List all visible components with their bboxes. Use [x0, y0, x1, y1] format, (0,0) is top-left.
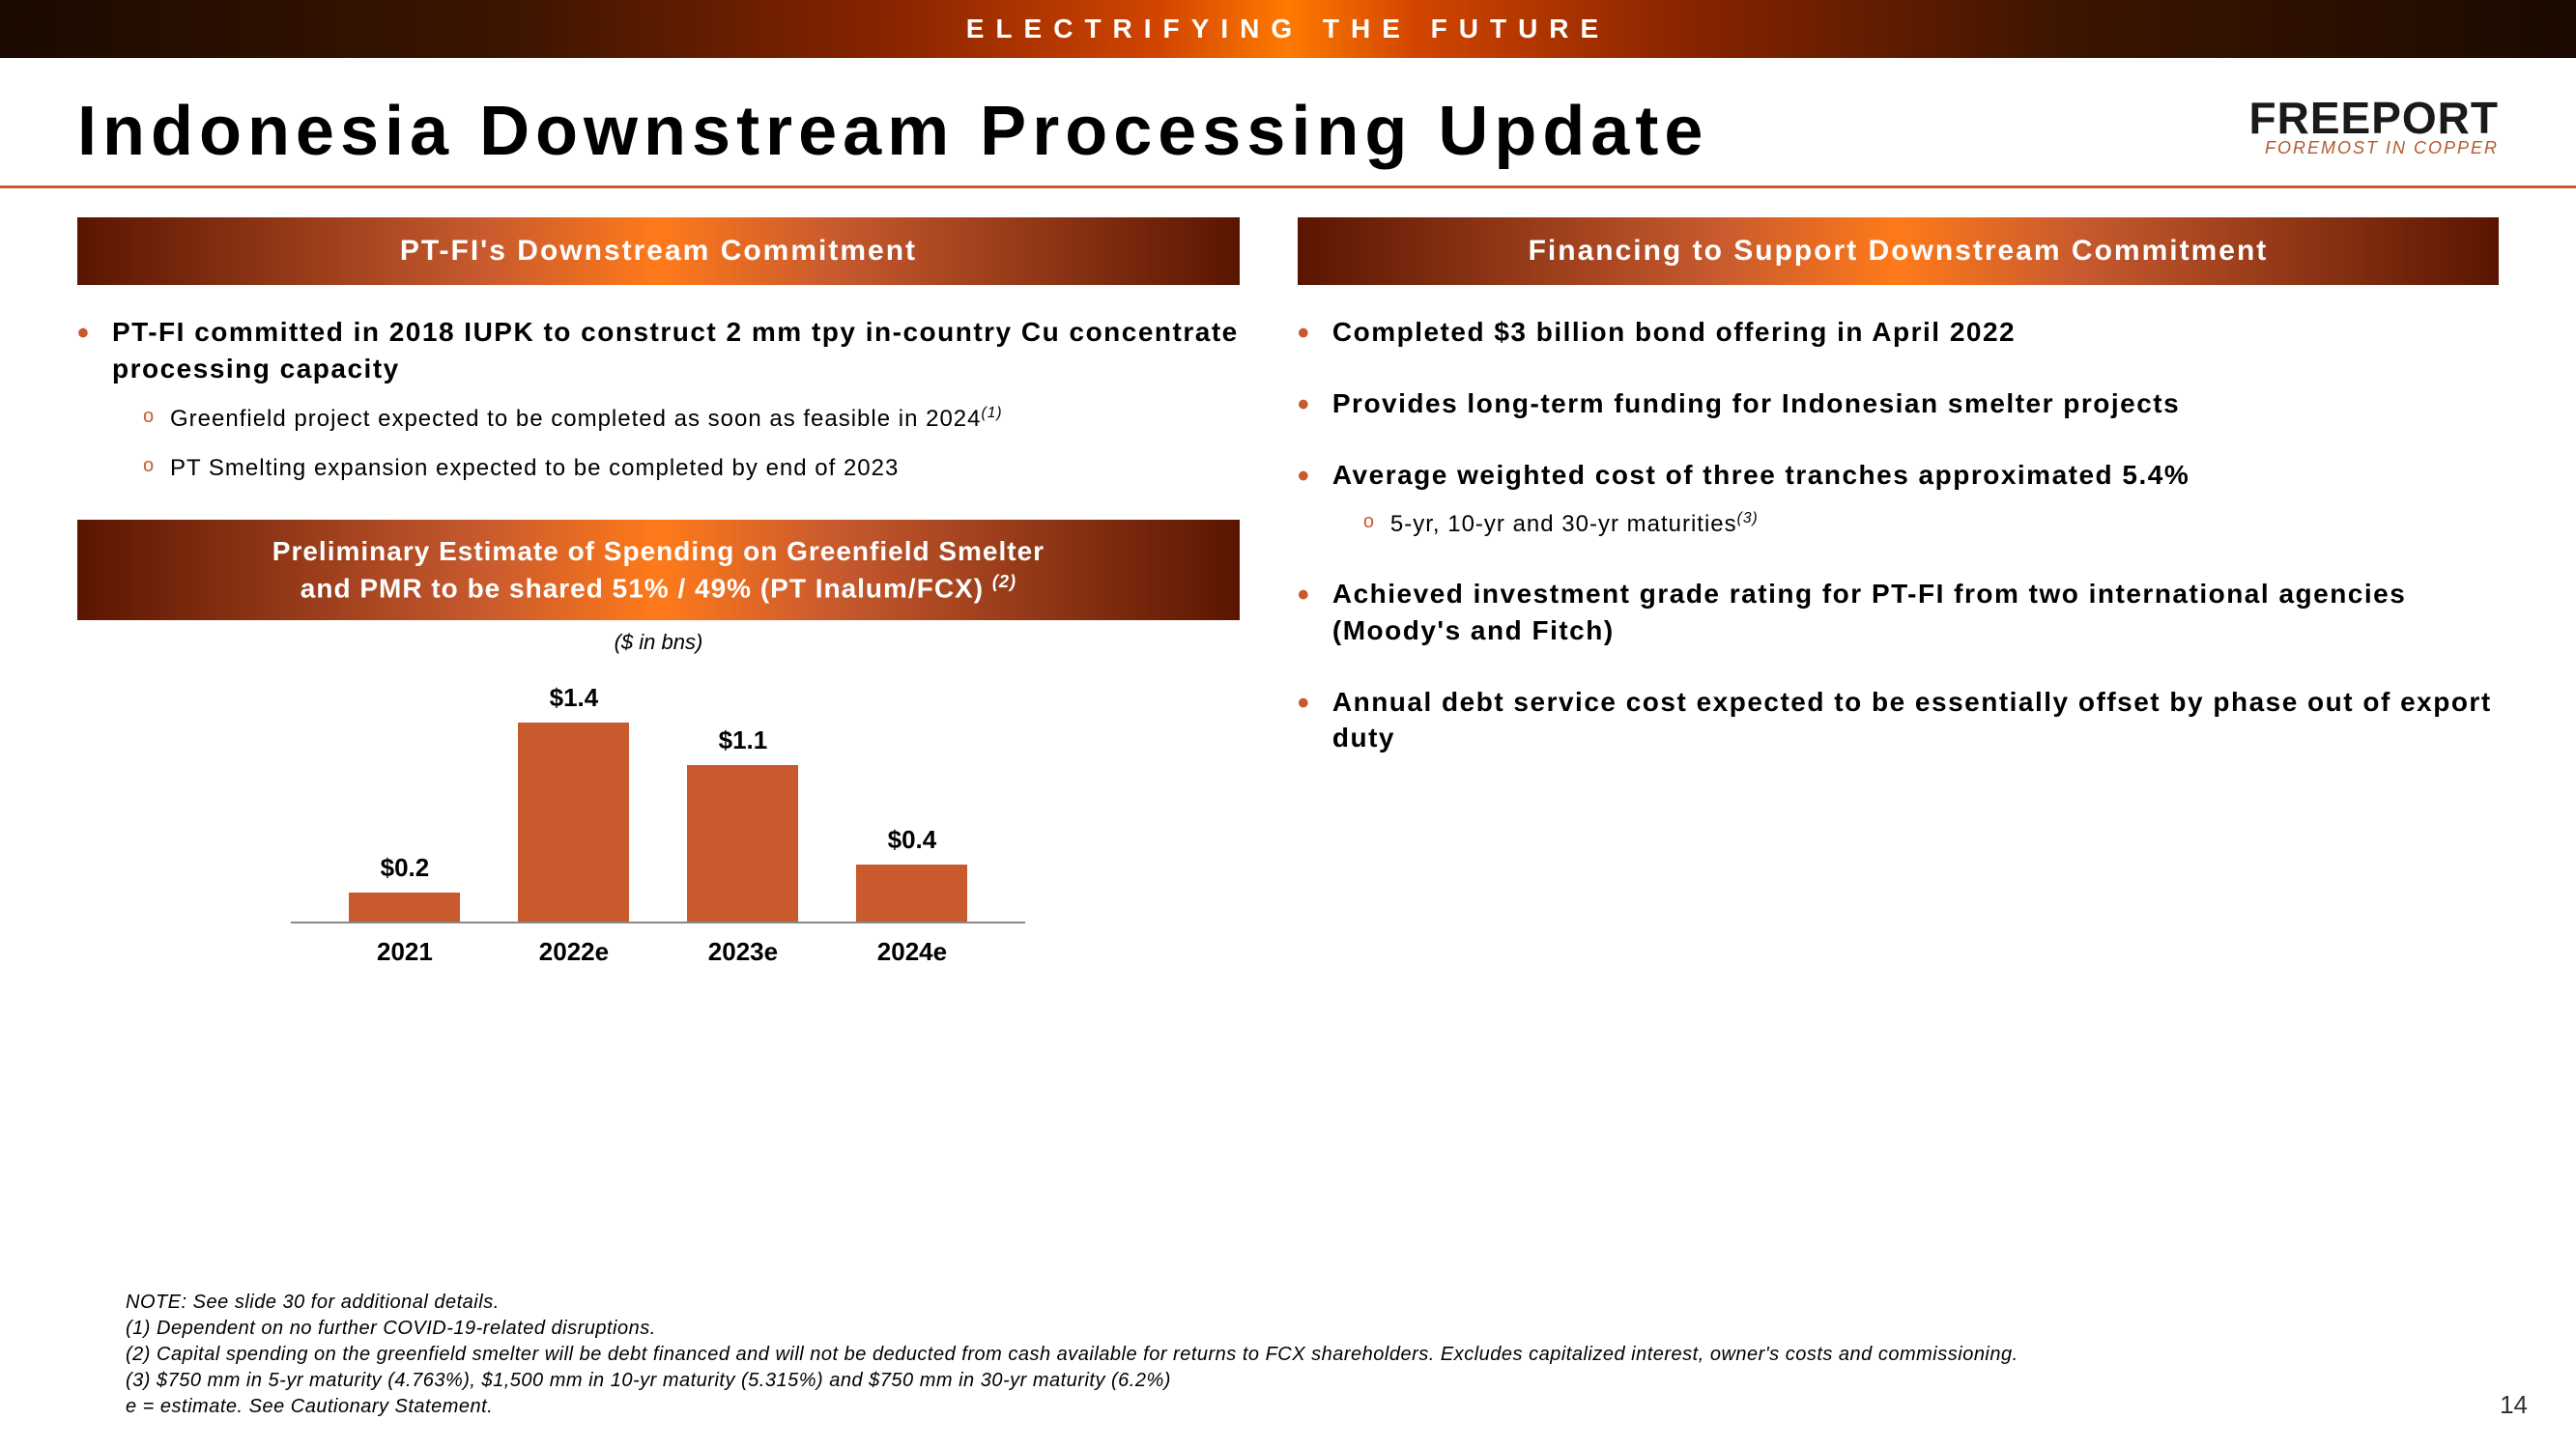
x-axis-label: 2021	[342, 937, 468, 967]
bar-value-label: $1.4	[550, 683, 599, 713]
title-divider	[0, 185, 2576, 188]
chart-header-line2-sup: (2)	[992, 572, 1016, 591]
left-column: PT-FI's Downstream Commitment PT-FI comm…	[77, 217, 1240, 981]
bar-value-label: $0.4	[888, 825, 937, 855]
bar-group: $0.4	[849, 825, 975, 922]
bar-group: $1.4	[511, 683, 637, 921]
page-title: Indonesia Downstream Processing Update	[77, 92, 1708, 171]
right-bullet-4: Achieved investment grade rating for PT-…	[1298, 576, 2499, 649]
right-header: Financing to Support Downstream Commitme…	[1298, 217, 2499, 285]
logo-sub: FOREMOST IN COPPER	[2249, 138, 2499, 158]
right-column: Financing to Support Downstream Commitme…	[1298, 217, 2499, 981]
chart-header-line2-text: and PMR to be shared 51% / 49% (PT Inalu…	[301, 573, 992, 603]
footnote-1: (1) Dependent on no further COVID-19-rel…	[126, 1316, 2499, 1342]
footnote-3: (3) $750 mm in 5-yr maturity (4.763%), $…	[126, 1368, 2499, 1394]
left-header: PT-FI's Downstream Commitment	[77, 217, 1240, 285]
footnote-note: NOTE: See slide 30 for additional detail…	[126, 1290, 2499, 1316]
chart-header-line1: Preliminary Estimate of Spending on Gree…	[272, 536, 1045, 566]
left-bullet-1: PT-FI committed in 2018 IUPK to construc…	[77, 314, 1240, 485]
chart-x-axis: 2021 2022e 2023e 2024e	[291, 937, 1025, 967]
footnote-2: (2) Capital spending on the greenfield s…	[126, 1342, 2499, 1368]
footnote-est: e = estimate. See Cautionary Statement.	[126, 1394, 2499, 1420]
bar-value-label: $0.2	[381, 853, 430, 883]
right-bullet-3-text: Average weighted cost of three tranches …	[1332, 460, 2190, 490]
columns: PT-FI's Downstream Commitment PT-FI comm…	[0, 217, 2576, 981]
title-row: Indonesia Downstream Processing Update F…	[0, 58, 2576, 185]
right-sub-3a: 5-yr, 10-yr and 30-yr maturities(3)	[1332, 508, 2499, 541]
right-sub-3a-text: 5-yr, 10-yr and 30-yr maturities	[1390, 511, 1737, 537]
top-banner: ELECTRIFYING THE FUTURE	[0, 0, 2576, 58]
chart-plot: $0.2 $1.4 $1.1 $0.4	[291, 672, 1025, 923]
right-bullets: Completed $3 billion bond offering in Ap…	[1298, 314, 2499, 756]
bar	[856, 865, 967, 922]
chart-unit: ($ in bns)	[77, 630, 1240, 655]
bar-value-label: $1.1	[719, 725, 768, 755]
left-sub-1a-text: Greenfield project expected to be comple…	[170, 406, 982, 432]
bar-group: $0.2	[342, 853, 468, 921]
chart: $0.2 $1.4 $1.1 $0.4 2021 2022e 2023e 2024e	[291, 672, 1025, 981]
right-bullet-1: Completed $3 billion bond offering in Ap…	[1298, 314, 2499, 351]
bar	[518, 723, 629, 921]
left-sub-1b: PT Smelting expansion expected to be com…	[112, 452, 1240, 485]
left-sub-1a-sup: (1)	[982, 405, 1003, 421]
bar-group: $1.1	[680, 725, 806, 921]
left-bullets: PT-FI committed in 2018 IUPK to construc…	[77, 314, 1240, 485]
right-sub-3a-sup: (3)	[1737, 510, 1759, 526]
left-bullet-1-text: PT-FI committed in 2018 IUPK to construc…	[112, 317, 1239, 384]
right-bullet-5: Annual debt service cost expected to be …	[1298, 684, 2499, 757]
left-sub-1a: Greenfield project expected to be comple…	[112, 403, 1240, 436]
x-axis-label: 2023e	[680, 937, 806, 967]
footnotes: NOTE: See slide 30 for additional detail…	[126, 1290, 2499, 1420]
logo: FREEPORT FOREMOST IN COPPER	[2249, 92, 2499, 158]
bar	[687, 765, 798, 921]
right-bullet-3: Average weighted cost of three tranches …	[1298, 457, 2499, 541]
right-bullet-2: Provides long-term funding for Indonesia…	[1298, 385, 2499, 422]
page-number: 14	[2500, 1390, 2528, 1420]
banner-text: ELECTRIFYING THE FUTURE	[966, 14, 1610, 44]
x-axis-label: 2022e	[511, 937, 637, 967]
x-axis-label: 2024e	[849, 937, 975, 967]
chart-header: Preliminary Estimate of Spending on Gree…	[77, 520, 1240, 620]
left-sub-bullets: Greenfield project expected to be comple…	[112, 403, 1240, 485]
right-sub-bullets: 5-yr, 10-yr and 30-yr maturities(3)	[1332, 508, 2499, 541]
logo-main: FREEPORT	[2249, 92, 2499, 144]
bar	[349, 893, 460, 921]
